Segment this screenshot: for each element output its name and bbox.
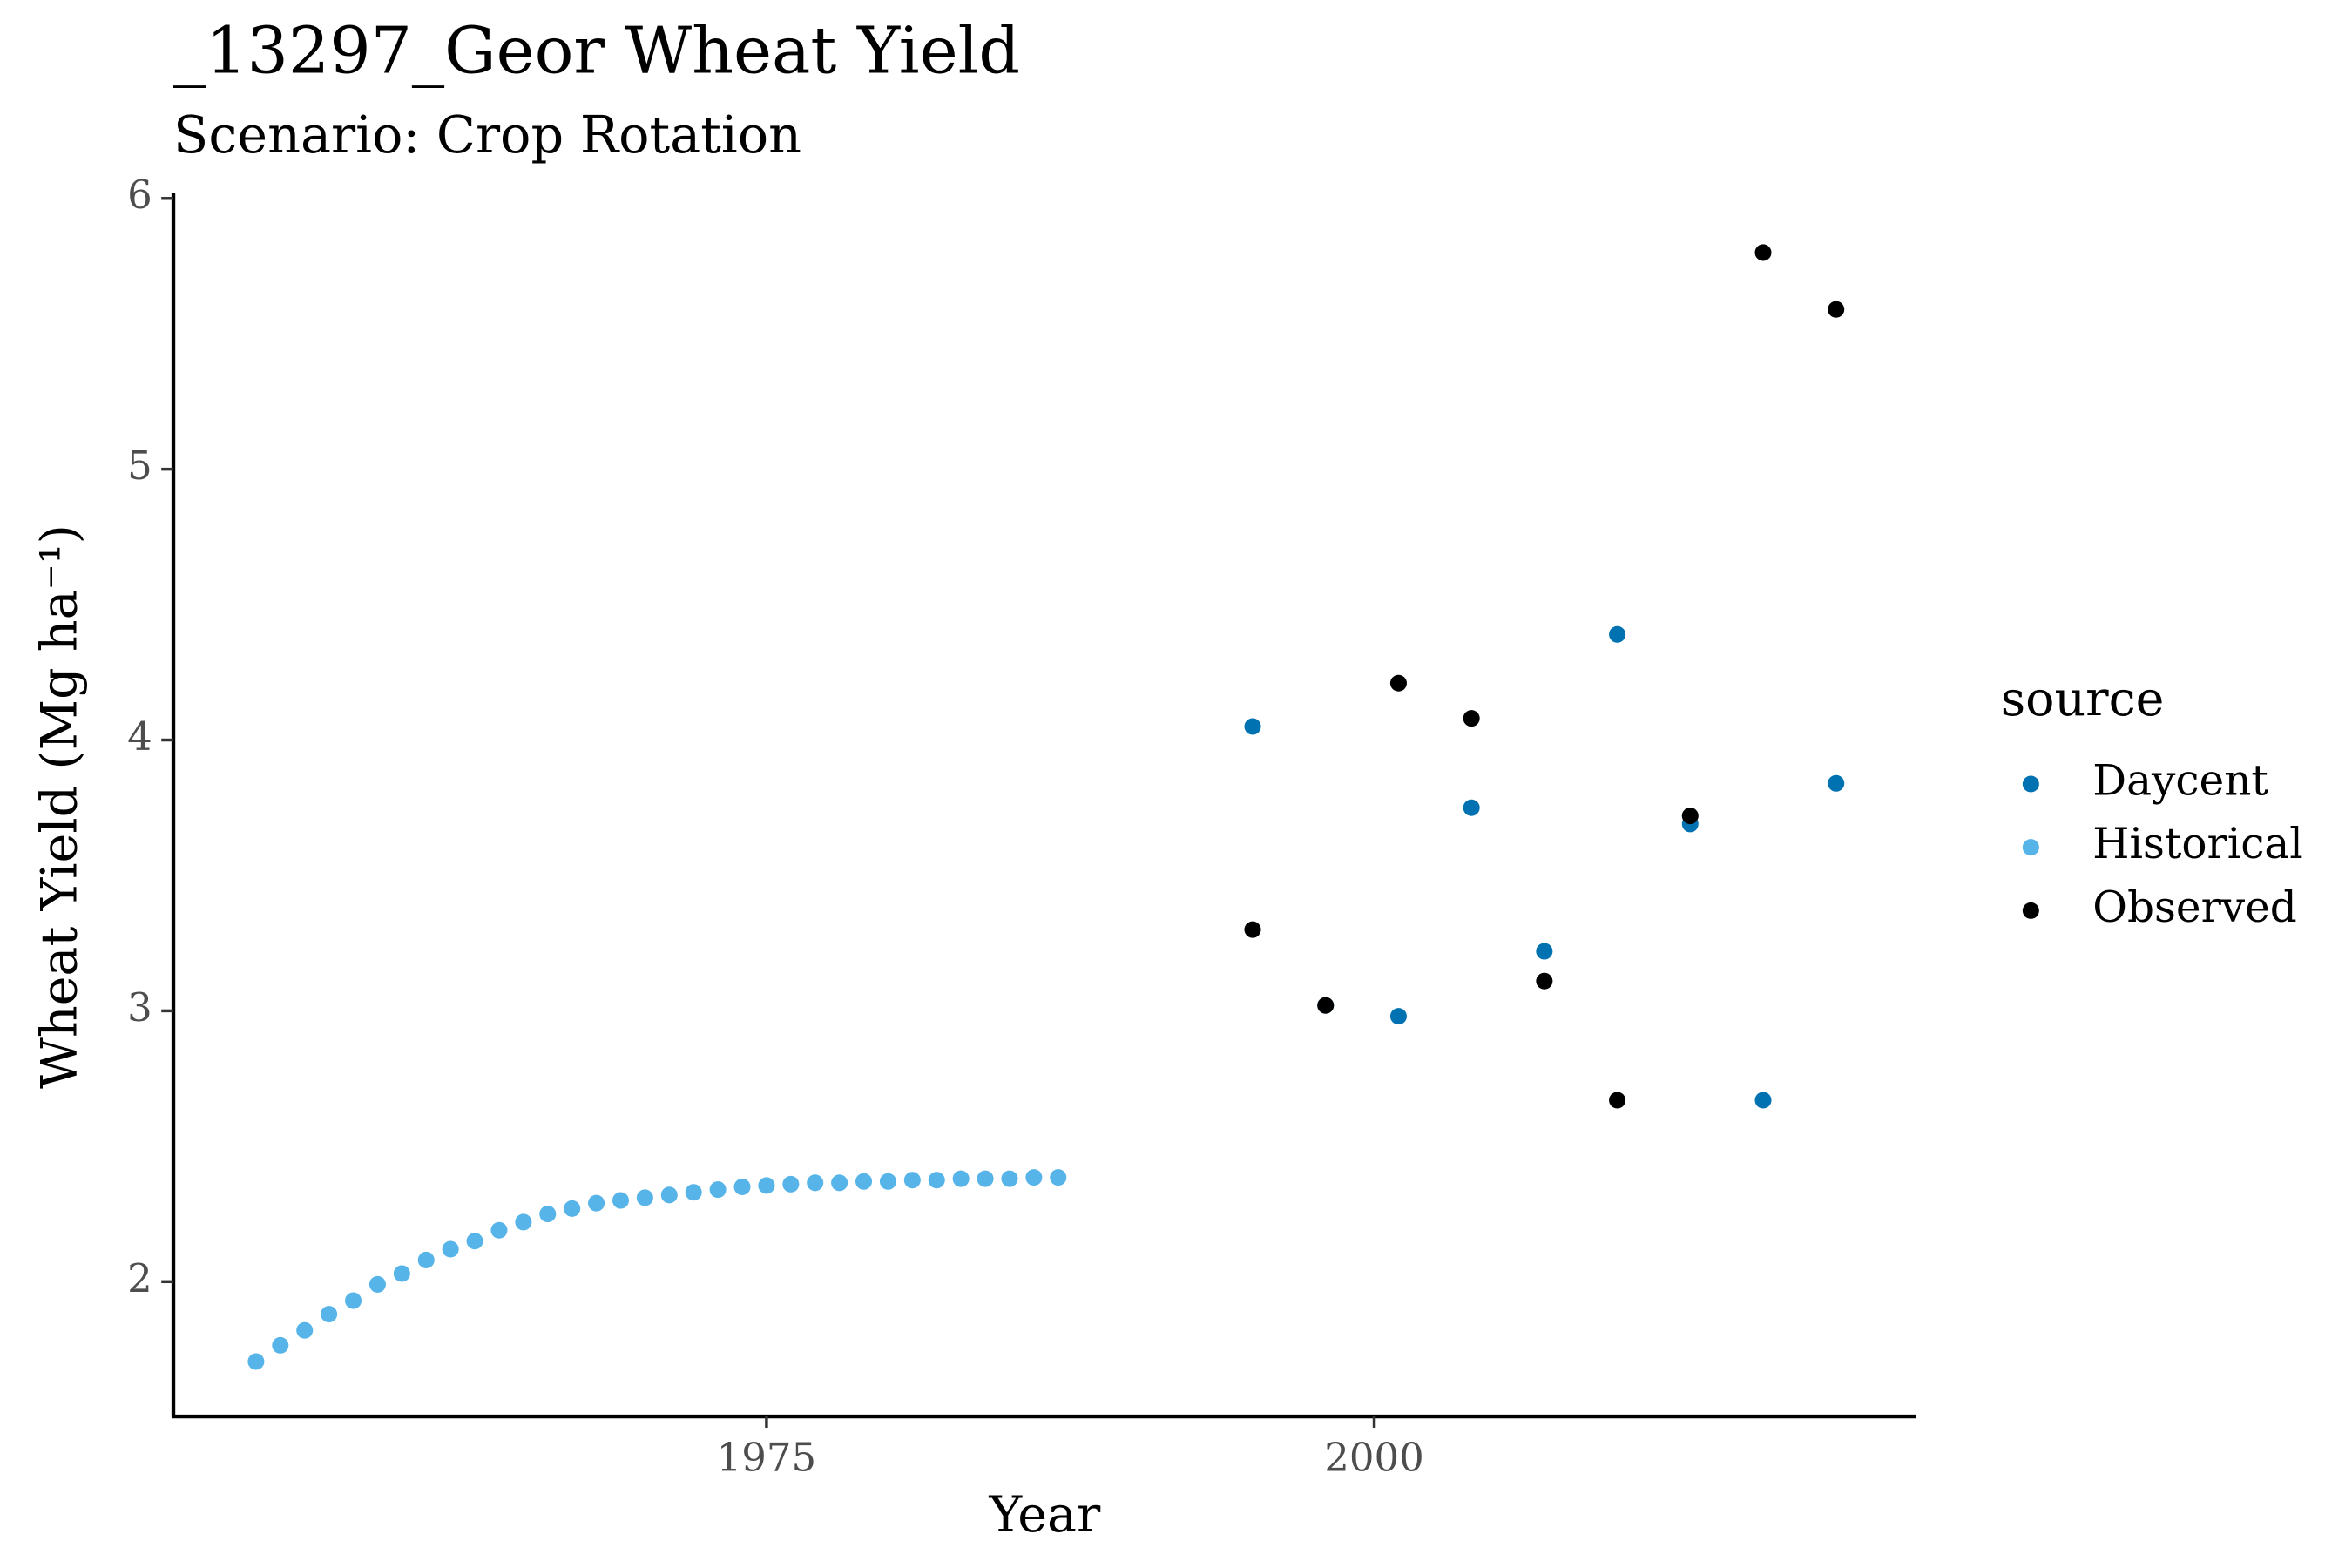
point [1609,625,1626,643]
point [1244,921,1261,938]
legend-label: Daycent [2092,756,2268,805]
point [490,1221,508,1239]
point [417,1251,435,1268]
legend-label: Historical [2092,820,2302,868]
point [564,1200,581,1217]
legend-marker [2022,839,2039,856]
point [612,1192,630,1209]
point [952,1170,970,1187]
point [345,1292,362,1309]
y-tick-label: 6 [127,172,152,218]
point [393,1265,410,1282]
legend-label: Observed [2092,883,2297,932]
legend-title: source [2001,672,2165,727]
point [855,1173,873,1190]
point [466,1233,483,1250]
point [247,1353,265,1370]
y-axis-title: Wheat Yield (Mg ha⁻¹) [31,524,89,1089]
point [1681,808,1699,825]
x-tick-label: 1975 [717,1435,817,1481]
point [782,1175,800,1193]
point [442,1240,459,1258]
point [831,1174,848,1192]
point [321,1306,338,1323]
point [928,1172,945,1189]
x-tick-label: 2000 [1324,1435,1424,1481]
point [1389,1008,1407,1025]
point [296,1321,314,1339]
point [1050,1169,1067,1186]
point [879,1173,896,1190]
point [807,1174,824,1192]
point [368,1275,386,1293]
point [1001,1170,1018,1187]
point [1463,799,1480,816]
point [1754,1092,1772,1109]
point [539,1206,557,1223]
point [1609,1092,1626,1109]
point [977,1170,994,1187]
point [1754,244,1772,261]
legend-marker [2022,775,2039,793]
point [1463,710,1480,727]
point [272,1336,289,1354]
y-tick-label: 5 [127,443,152,489]
point [758,1177,775,1194]
point [515,1213,532,1231]
point [903,1172,921,1189]
point [1025,1169,1043,1186]
point [685,1184,702,1201]
chart-subtitle: Scenario: Crop Rotation [173,105,801,165]
point [1536,943,1553,960]
point [1317,997,1335,1014]
point [733,1178,751,1196]
point [709,1181,727,1199]
y-tick-label: 3 [127,984,152,1031]
point [588,1194,605,1212]
point [1389,674,1407,692]
y-tick-label: 2 [127,1255,152,1301]
point [1828,774,1845,792]
point [1536,972,1553,990]
point [636,1189,653,1206]
x-axis-title: Year [988,1486,1101,1544]
point [660,1186,678,1204]
point [1244,718,1261,735]
y-tick-label: 4 [127,713,152,760]
point [1828,301,1845,318]
legend-marker [2022,902,2039,919]
chart-title: _13297_Geor Wheat Yield [173,12,1020,88]
